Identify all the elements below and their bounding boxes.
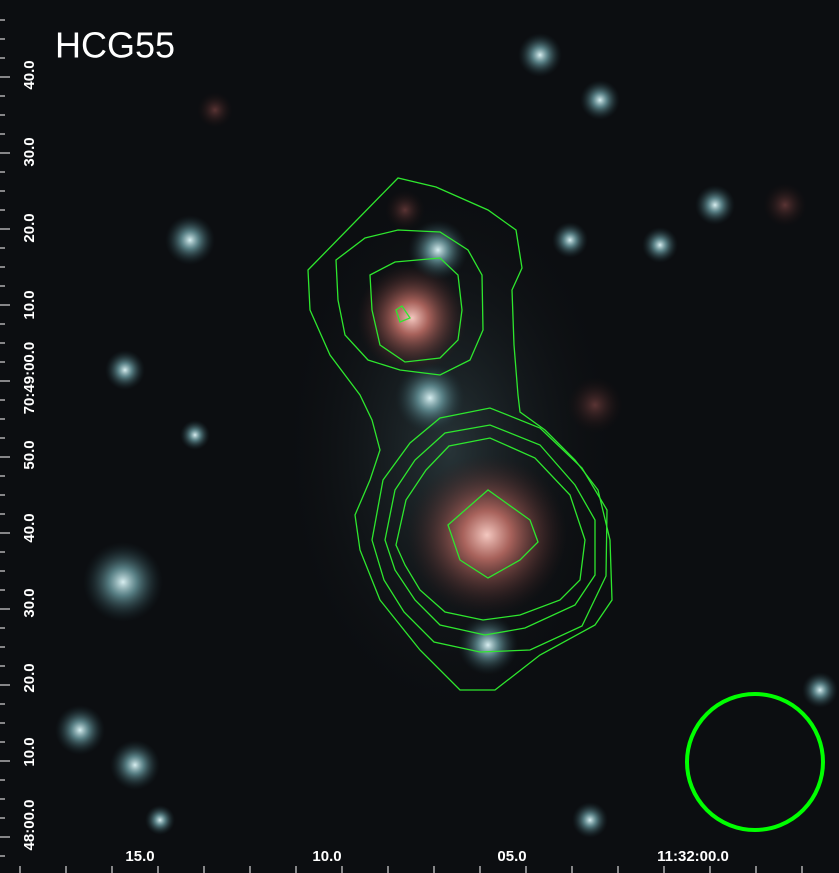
- y-axis-label: 48:00.0: [21, 800, 38, 851]
- x-axis-label: 15.0: [125, 848, 154, 865]
- y-axis-label: 20.0: [21, 663, 38, 692]
- x-axis-label: 10.0: [312, 848, 341, 865]
- image-title: HCG55: [55, 25, 175, 66]
- y-axis-label: 50.0: [21, 440, 38, 469]
- y-axis-label: 30.0: [21, 137, 38, 166]
- y-axis-label: 40.0: [21, 60, 38, 89]
- y-axis-label: 20.0: [21, 213, 38, 242]
- y-axis-label: 30.0: [21, 588, 38, 617]
- x-axis-label: 11:32:00.0: [657, 848, 729, 865]
- sky-image: HCG55 40.0 30.0 20.0 10.0 70:49:00.0 50.0 40.0…: [0, 0, 839, 873]
- y-axis-label: 10.0: [21, 737, 38, 766]
- x-axis-label: 05.0: [497, 848, 526, 865]
- y-axis-label: 40.0: [21, 513, 38, 542]
- y-axis-label: 70:49:00.0: [21, 342, 38, 415]
- y-axis-label: 10.0: [21, 290, 38, 319]
